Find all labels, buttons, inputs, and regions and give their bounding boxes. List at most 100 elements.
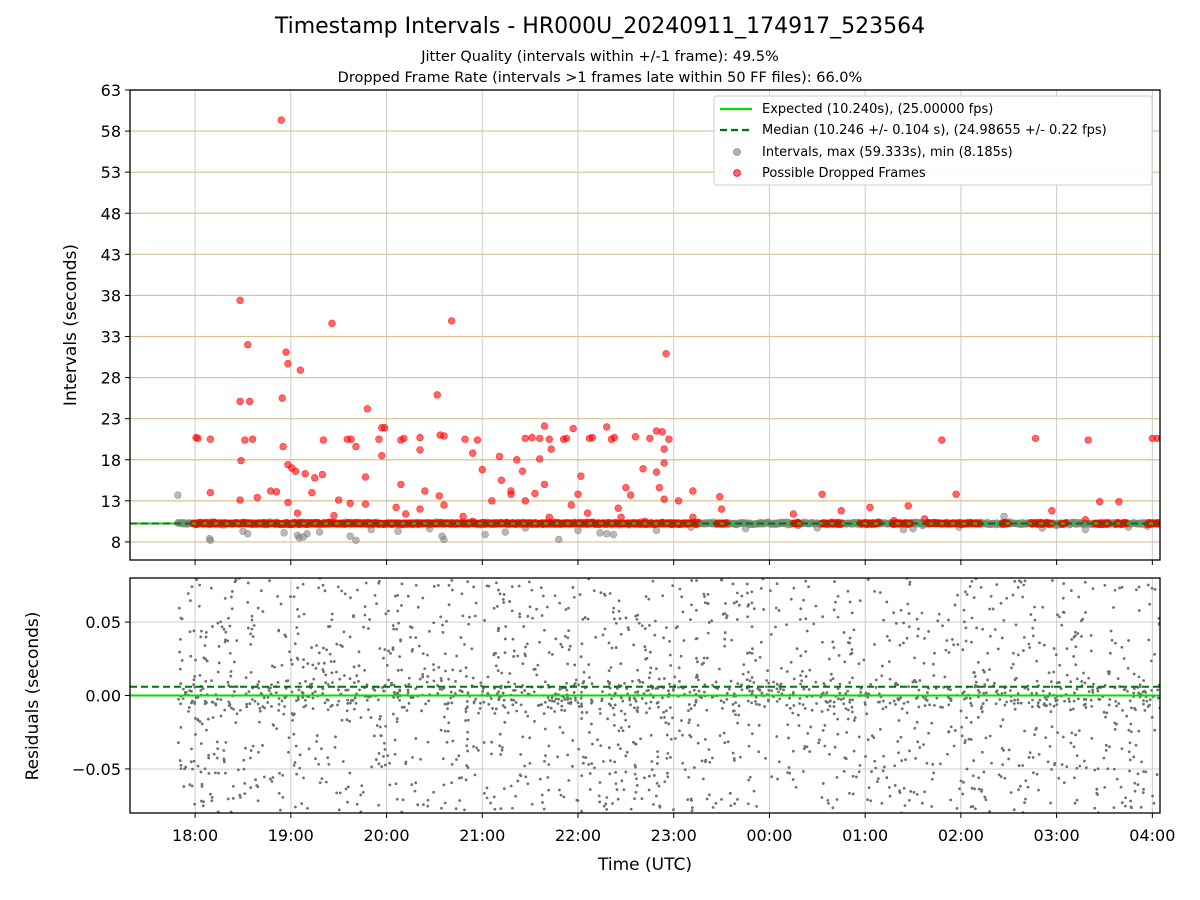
residual-point — [775, 582, 779, 586]
residual-point — [1133, 706, 1136, 710]
residual-point — [277, 697, 281, 700]
residual-point — [344, 787, 348, 791]
residual-point — [885, 776, 889, 779]
residual-point — [632, 706, 636, 710]
residual-point — [324, 673, 328, 677]
residual-point — [842, 631, 846, 634]
residual-point — [1153, 728, 1157, 732]
residual-point — [1114, 699, 1118, 703]
residual-point — [600, 697, 604, 701]
residual-point — [1072, 745, 1076, 749]
residual-point — [1128, 758, 1132, 762]
residual-point — [1139, 805, 1143, 809]
residual-point — [583, 616, 587, 619]
residual-point — [558, 687, 562, 691]
dropped-frame-point — [236, 496, 244, 504]
dropped-frame-subtitle: Dropped Frame Rate (intervals >1 frames … — [337, 70, 863, 86]
residual-point — [578, 593, 582, 596]
residual-point — [1102, 756, 1106, 760]
residual-point — [182, 785, 186, 788]
residual-point — [1005, 700, 1009, 704]
residual-point — [393, 738, 397, 742]
residual-point — [758, 655, 762, 659]
residual-point — [242, 767, 246, 771]
residual-point — [994, 690, 998, 694]
residual-point — [274, 691, 278, 694]
residual-point — [955, 806, 959, 810]
interval-point — [1081, 525, 1090, 534]
residual-point — [200, 784, 204, 788]
residual-point — [677, 685, 680, 689]
residual-point — [804, 579, 808, 583]
interval-point — [346, 532, 354, 540]
residual-point — [770, 689, 774, 693]
residual-point — [518, 615, 522, 619]
residual-point — [224, 630, 228, 634]
residual-point — [1054, 653, 1058, 657]
residual-point — [1104, 743, 1108, 747]
residual-point — [937, 612, 941, 616]
intervals-y-tick-label: 13 — [101, 492, 121, 511]
residual-point — [527, 580, 531, 584]
residual-point — [665, 733, 669, 737]
residual-point — [499, 684, 503, 688]
residual-point — [341, 645, 344, 648]
residual-point — [481, 687, 485, 690]
residual-point — [294, 744, 298, 748]
residual-point — [465, 744, 469, 748]
residual-point — [949, 688, 952, 692]
residual-point — [498, 696, 501, 700]
residual-point — [298, 681, 302, 685]
residual-point — [690, 806, 694, 810]
residual-point — [230, 607, 234, 611]
residual-point — [902, 786, 906, 790]
residual-point — [472, 585, 475, 589]
residual-point — [1122, 657, 1126, 660]
residual-point — [857, 770, 861, 774]
residual-point — [232, 690, 236, 693]
residual-point — [210, 799, 214, 803]
residual-point — [445, 619, 448, 623]
residual-point — [605, 796, 609, 799]
residual-point — [612, 713, 616, 717]
residual-point — [1005, 596, 1009, 600]
dropped-frame-point — [540, 422, 549, 430]
residual-point — [1056, 731, 1060, 735]
interval-point — [603, 530, 611, 538]
residual-point — [222, 627, 226, 631]
residual-point — [913, 726, 917, 730]
residual-point — [826, 708, 830, 712]
residual-point — [737, 704, 741, 708]
dropped-frame-point — [272, 488, 281, 496]
dropped-frame-point — [617, 513, 625, 521]
residual-point — [1141, 791, 1145, 795]
residual-point — [832, 712, 836, 716]
residual-point — [1037, 752, 1041, 756]
residual-point — [1112, 767, 1116, 771]
residual-point — [545, 605, 549, 609]
residual-point — [326, 698, 330, 702]
residual-point — [295, 772, 299, 776]
residual-point — [203, 644, 207, 647]
residual-point — [844, 707, 848, 710]
residual-point — [437, 665, 441, 669]
residual-point — [714, 801, 718, 805]
interval-point — [244, 530, 252, 538]
residual-point — [727, 687, 731, 691]
residual-point — [622, 788, 626, 792]
residual-point — [582, 761, 585, 765]
residual-point — [650, 768, 654, 771]
residual-point — [671, 584, 675, 588]
residual-point — [508, 672, 512, 675]
residual-point — [575, 798, 579, 802]
x-tick-label: 18:00 — [172, 826, 218, 845]
residual-point — [1130, 706, 1133, 710]
residual-point — [752, 789, 756, 793]
residual-point — [839, 698, 843, 701]
residuals-ticks: 18:00 19:00 20:00 21:00 22:00 23:00 00:00 01:00… — [72, 613, 1175, 845]
residual-point — [982, 770, 986, 774]
residual-point — [701, 777, 705, 781]
residual-point — [432, 790, 436, 794]
residual-point — [528, 736, 532, 740]
residual-point — [190, 784, 194, 788]
